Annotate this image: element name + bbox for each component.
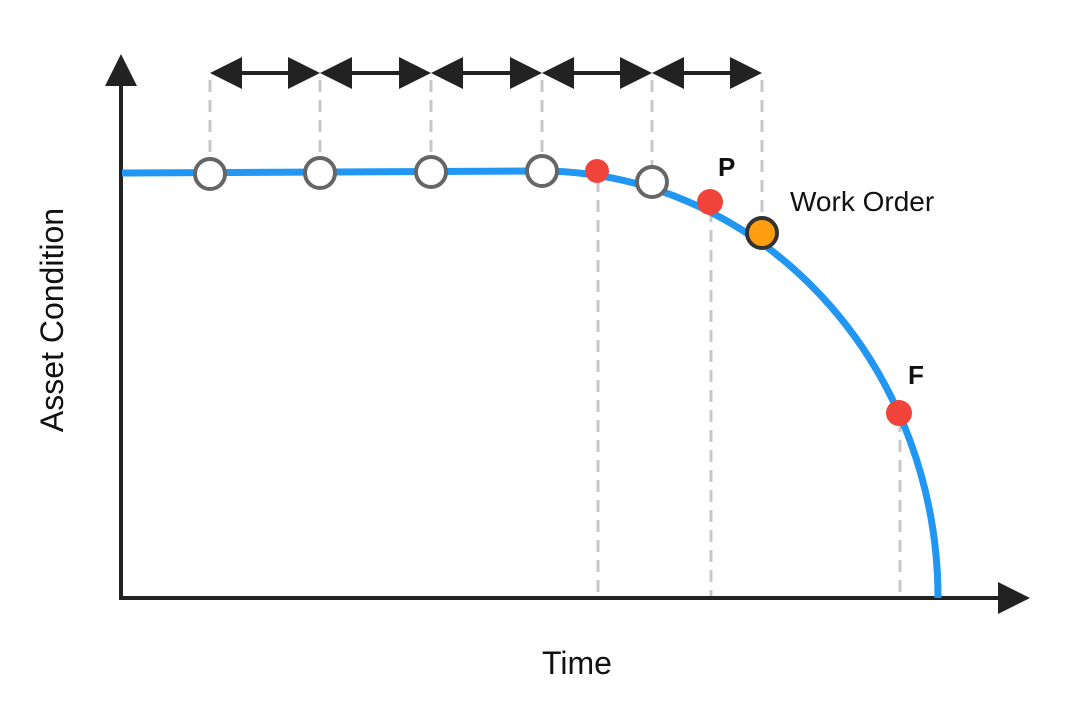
work-order-point	[745, 216, 779, 250]
y-axis-label: Asset Condition	[34, 208, 70, 432]
p-point	[697, 189, 723, 215]
f-point	[886, 400, 912, 426]
dashed-guides	[208, 80, 902, 596]
axes	[105, 54, 1030, 614]
p-label: P	[718, 152, 735, 182]
condition-curve	[121, 167, 942, 599]
inspections	[193, 154, 669, 199]
onset-point	[585, 159, 609, 183]
work-order-label: Work Order	[790, 186, 934, 217]
f-label: F	[908, 360, 924, 390]
x-axis-label: Time	[542, 645, 612, 681]
